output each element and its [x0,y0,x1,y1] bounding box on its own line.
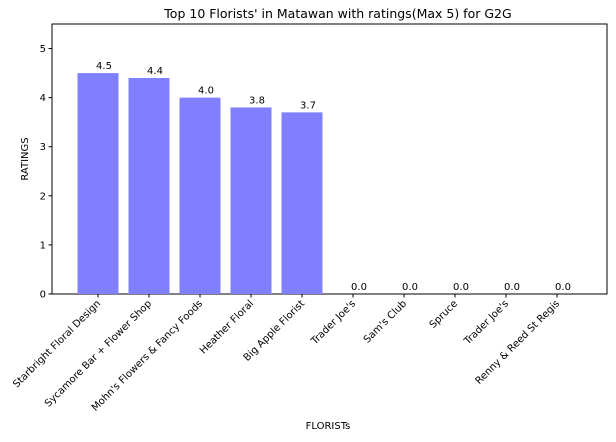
data-label-8: 0.0 [453,282,469,293]
data-label-5: 3.7 [300,100,316,111]
plot-frame [51,23,608,295]
y-tick-label-1: 1 [40,240,46,251]
chart-title: Top 10 Florists' in Matawan with ratings… [163,6,511,21]
bar-5 [281,112,323,294]
y-tick-label-5: 5 [40,44,46,55]
bar-4 [230,107,272,294]
y-tick-label-2: 2 [40,191,46,202]
data-label-1: 4.5 [96,61,112,72]
bar-1 [77,73,119,294]
data-label-10: 0.0 [555,282,571,293]
y-tick-label-3: 3 [40,142,46,153]
data-label-6: 0.0 [351,282,367,293]
data-label-3: 4.0 [198,86,214,97]
data-label-4: 3.8 [249,95,265,106]
data-labels-group: 4.5 4.4 4.0 3.8 3.7 0.0 0.0 0.0 0.0 0.0 [96,61,571,293]
y-axis-label: RATINGS [20,137,31,180]
data-label-2: 4.4 [147,66,163,77]
y-axis: 0 1 2 3 4 5 [40,44,52,301]
bars-group [77,73,323,295]
data-label-9: 0.0 [504,282,520,293]
plot-area: 4.5 4.4 4.0 3.8 3.7 0.0 0.0 0.0 0.0 0.0 [51,23,608,295]
bar-2 [128,78,170,294]
bar-3 [179,97,221,295]
data-label-7: 0.0 [402,282,418,293]
y-tick-label-4: 4 [40,93,46,104]
y-tick-label-0: 0 [40,290,46,301]
x-axis-label: FLORISTs [306,421,351,432]
